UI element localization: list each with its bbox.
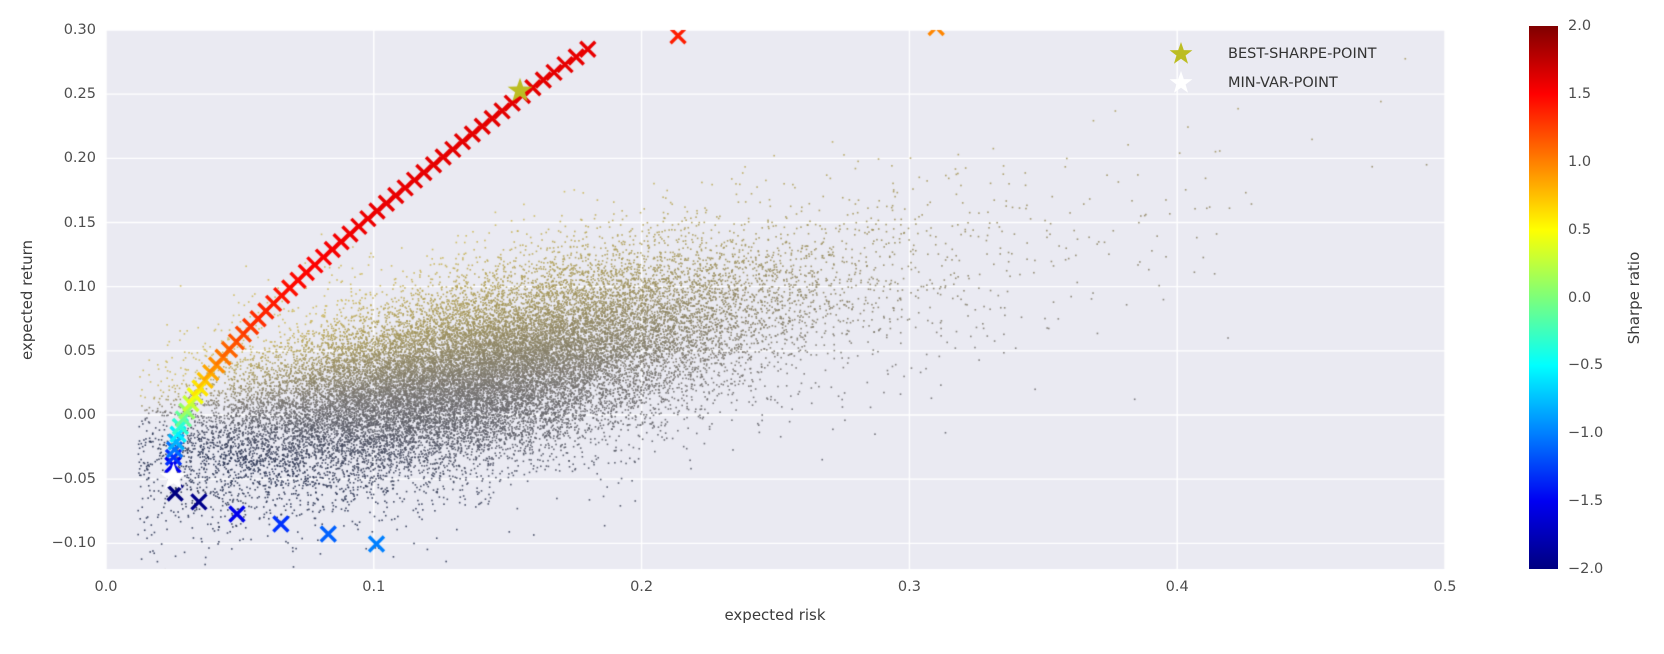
y-tick-label: 0.30 xyxy=(63,22,96,38)
x-tick-label: 0.3 xyxy=(897,579,921,595)
colorbar-tick-label: 0.5 xyxy=(1568,221,1592,238)
colorbar-tick-label: −2.0 xyxy=(1568,561,1604,577)
min-var-star-icon xyxy=(1169,70,1193,93)
legend: BEST-SHARPE-POINT MIN-VAR-POINT xyxy=(1168,39,1376,97)
colorbar-tick-label: −1.0 xyxy=(1568,425,1604,442)
y-tick-label: 0.15 xyxy=(63,214,96,231)
x-tick-label: 0.0 xyxy=(94,579,118,595)
legend-label-min-var: MIN-VAR-POINT xyxy=(1228,74,1338,91)
colorbar-gradient xyxy=(1529,26,1558,569)
x-tick-label: 0.2 xyxy=(630,579,654,595)
best-sharpe-star-icon xyxy=(1169,41,1193,64)
x-tick-label: 0.4 xyxy=(1165,579,1189,595)
y-axis-label: expected return xyxy=(18,239,36,361)
colorbar-tick-label: −1.5 xyxy=(1568,493,1604,510)
legend-label-best-sharpe: BEST-SHARPE-POINT xyxy=(1228,45,1377,62)
colorbar-tick-label: 2.0 xyxy=(1568,18,1592,34)
x-tick-label: 0.1 xyxy=(362,579,386,595)
y-tick-label: 0.20 xyxy=(63,150,96,167)
legend-item-min-var: MIN-VAR-POINT xyxy=(1168,68,1376,97)
colorbar-tick-label: −0.5 xyxy=(1568,357,1604,374)
y-tick-label: 0.00 xyxy=(63,407,96,423)
colorbar-tick-label: 0.0 xyxy=(1568,289,1592,306)
y-tick-label: 0.10 xyxy=(63,278,96,295)
x-tick-label: 0.5 xyxy=(1433,579,1457,595)
colorbar-tick-label: 1.5 xyxy=(1568,85,1592,102)
y-tick-label: −0.05 xyxy=(51,471,96,488)
legend-item-best-sharpe: BEST-SHARPE-POINT xyxy=(1168,39,1376,68)
y-tick-label: −0.10 xyxy=(51,535,96,552)
y-tick-label: 0.05 xyxy=(63,342,96,359)
y-tick-label: 0.25 xyxy=(63,86,96,103)
colorbar-label: Sharpe ratio xyxy=(1625,251,1643,345)
colorbar-tick-label: 1.0 xyxy=(1568,153,1592,170)
x-axis-label: expected risk xyxy=(724,606,826,624)
